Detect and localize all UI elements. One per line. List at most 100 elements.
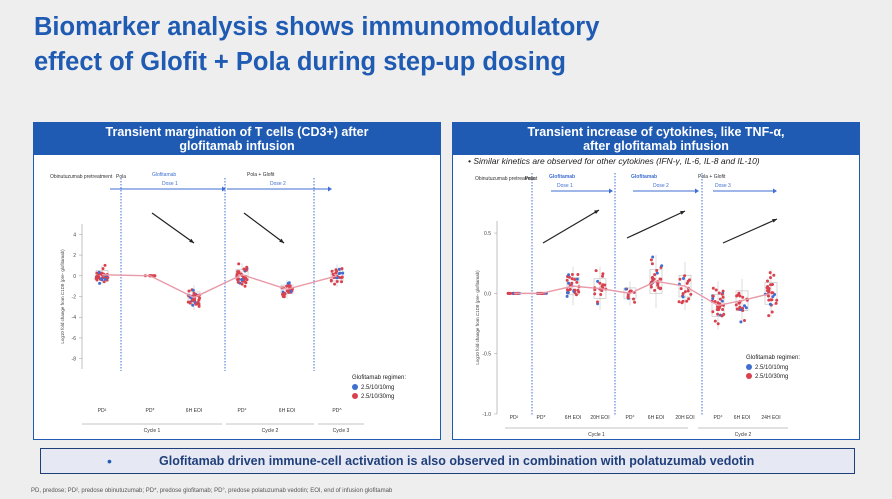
title-line-2: effect of Glofit + Pola during step-up d…	[34, 48, 566, 76]
data-point	[768, 302, 772, 306]
data-point	[711, 310, 715, 314]
trend-arrowhead	[279, 238, 284, 243]
y-tick-label: -4	[72, 315, 77, 321]
data-point	[682, 277, 685, 280]
cytokine-note-text: Similar kinetics are observed for other …	[473, 156, 760, 166]
median-trend-line	[101, 273, 338, 299]
legend-label: 2.5/10/30mg	[361, 394, 394, 400]
phase-label: Obinutuzumab pretreatment	[50, 174, 113, 180]
phase-label: Dose 1	[557, 183, 573, 189]
cycle-label: Cycle 1	[144, 428, 161, 434]
data-point	[596, 300, 599, 304]
data-point	[771, 295, 775, 299]
data-point	[507, 291, 511, 295]
legend-title: Glofitamab regimen:	[352, 375, 406, 381]
data-point	[681, 292, 685, 295]
legend-title: Glofitamab regimen:	[746, 355, 800, 361]
data-point	[765, 286, 769, 290]
x-category-label: PD°	[714, 415, 723, 421]
right-panel-title-line-2: after glofitamab infusion	[583, 139, 729, 153]
data-point	[331, 272, 335, 276]
median-trend-line	[514, 280, 772, 307]
trend-arrowhead	[594, 210, 599, 215]
data-point	[771, 291, 775, 295]
data-point	[240, 282, 244, 286]
data-point	[237, 270, 241, 274]
data-point	[767, 298, 771, 302]
legend-label: 2.5/10/10mg	[755, 365, 788, 371]
legend-marker	[352, 384, 358, 390]
data-point	[658, 277, 662, 281]
cycle-label: Cycle 1	[588, 432, 605, 438]
x-category-label: PD°	[626, 415, 635, 421]
trend-arrowhead	[680, 211, 685, 215]
data-point	[656, 282, 660, 286]
data-point	[741, 295, 745, 299]
dose-timeline-arrowhead	[695, 188, 699, 194]
data-point	[720, 292, 724, 296]
data-point	[713, 319, 717, 323]
data-point	[678, 277, 682, 281]
data-point	[738, 294, 742, 298]
y-tick-label: 0.0	[484, 291, 491, 297]
data-point	[737, 291, 741, 295]
data-point	[573, 288, 577, 292]
x-category-label: PD*	[146, 408, 155, 414]
y-tick-label: -2	[72, 295, 77, 301]
data-point	[570, 281, 574, 285]
data-point	[287, 281, 291, 285]
data-point	[567, 273, 571, 277]
data-point	[739, 320, 743, 324]
data-point	[335, 276, 339, 280]
trend-arrow	[151, 212, 195, 244]
data-point	[575, 293, 578, 297]
data-point	[236, 280, 240, 284]
data-point	[769, 298, 773, 302]
data-point	[191, 298, 195, 302]
data-point	[689, 292, 693, 296]
data-point	[600, 284, 604, 288]
y-tick-label: 2	[73, 253, 76, 259]
trend-arrow	[243, 212, 285, 244]
x-category-label: PD°	[238, 408, 247, 414]
y-tick-label: -8	[72, 357, 77, 363]
data-point	[649, 258, 653, 262]
data-point	[715, 308, 719, 311]
data-point	[596, 279, 600, 283]
data-point	[680, 301, 684, 305]
cycle-label: Cycle 3	[333, 428, 350, 434]
data-point	[628, 289, 632, 293]
banner-text: Glofitamab driven immune-cell activation…	[159, 454, 755, 468]
y-tick-label: -6	[72, 336, 77, 342]
data-point	[687, 297, 691, 301]
y-tick-label: -1.0	[482, 412, 491, 418]
data-point	[566, 291, 570, 295]
phase-label: Dose 3	[715, 183, 731, 189]
data-point	[100, 278, 104, 282]
page-title: Biomarker analysis shows immunomodulator…	[34, 10, 599, 80]
data-point	[770, 310, 774, 314]
phase-label: Dose 2	[653, 183, 669, 189]
data-point	[767, 314, 771, 318]
data-point	[683, 274, 687, 278]
x-category-label: PD^	[332, 408, 342, 414]
data-point	[652, 277, 656, 281]
data-point	[97, 270, 101, 274]
data-point	[721, 295, 725, 299]
data-point	[565, 294, 569, 298]
data-point	[601, 272, 605, 276]
data-point	[237, 262, 241, 266]
cytokine-note: • Similar kinetics are observed for othe…	[468, 156, 760, 166]
data-point	[598, 281, 602, 285]
dose-timeline-arrowhead	[328, 186, 332, 192]
data-point	[191, 288, 195, 292]
phase-label: Pola + Glofit	[247, 172, 275, 178]
data-point	[575, 280, 579, 284]
data-point	[237, 277, 241, 281]
data-point	[577, 290, 581, 294]
data-point	[767, 289, 771, 293]
title-line-1: Biomarker analysis shows immunomodulator…	[34, 13, 600, 41]
data-point	[721, 308, 725, 311]
phase-label: Pola	[116, 174, 126, 180]
data-point	[681, 295, 685, 299]
